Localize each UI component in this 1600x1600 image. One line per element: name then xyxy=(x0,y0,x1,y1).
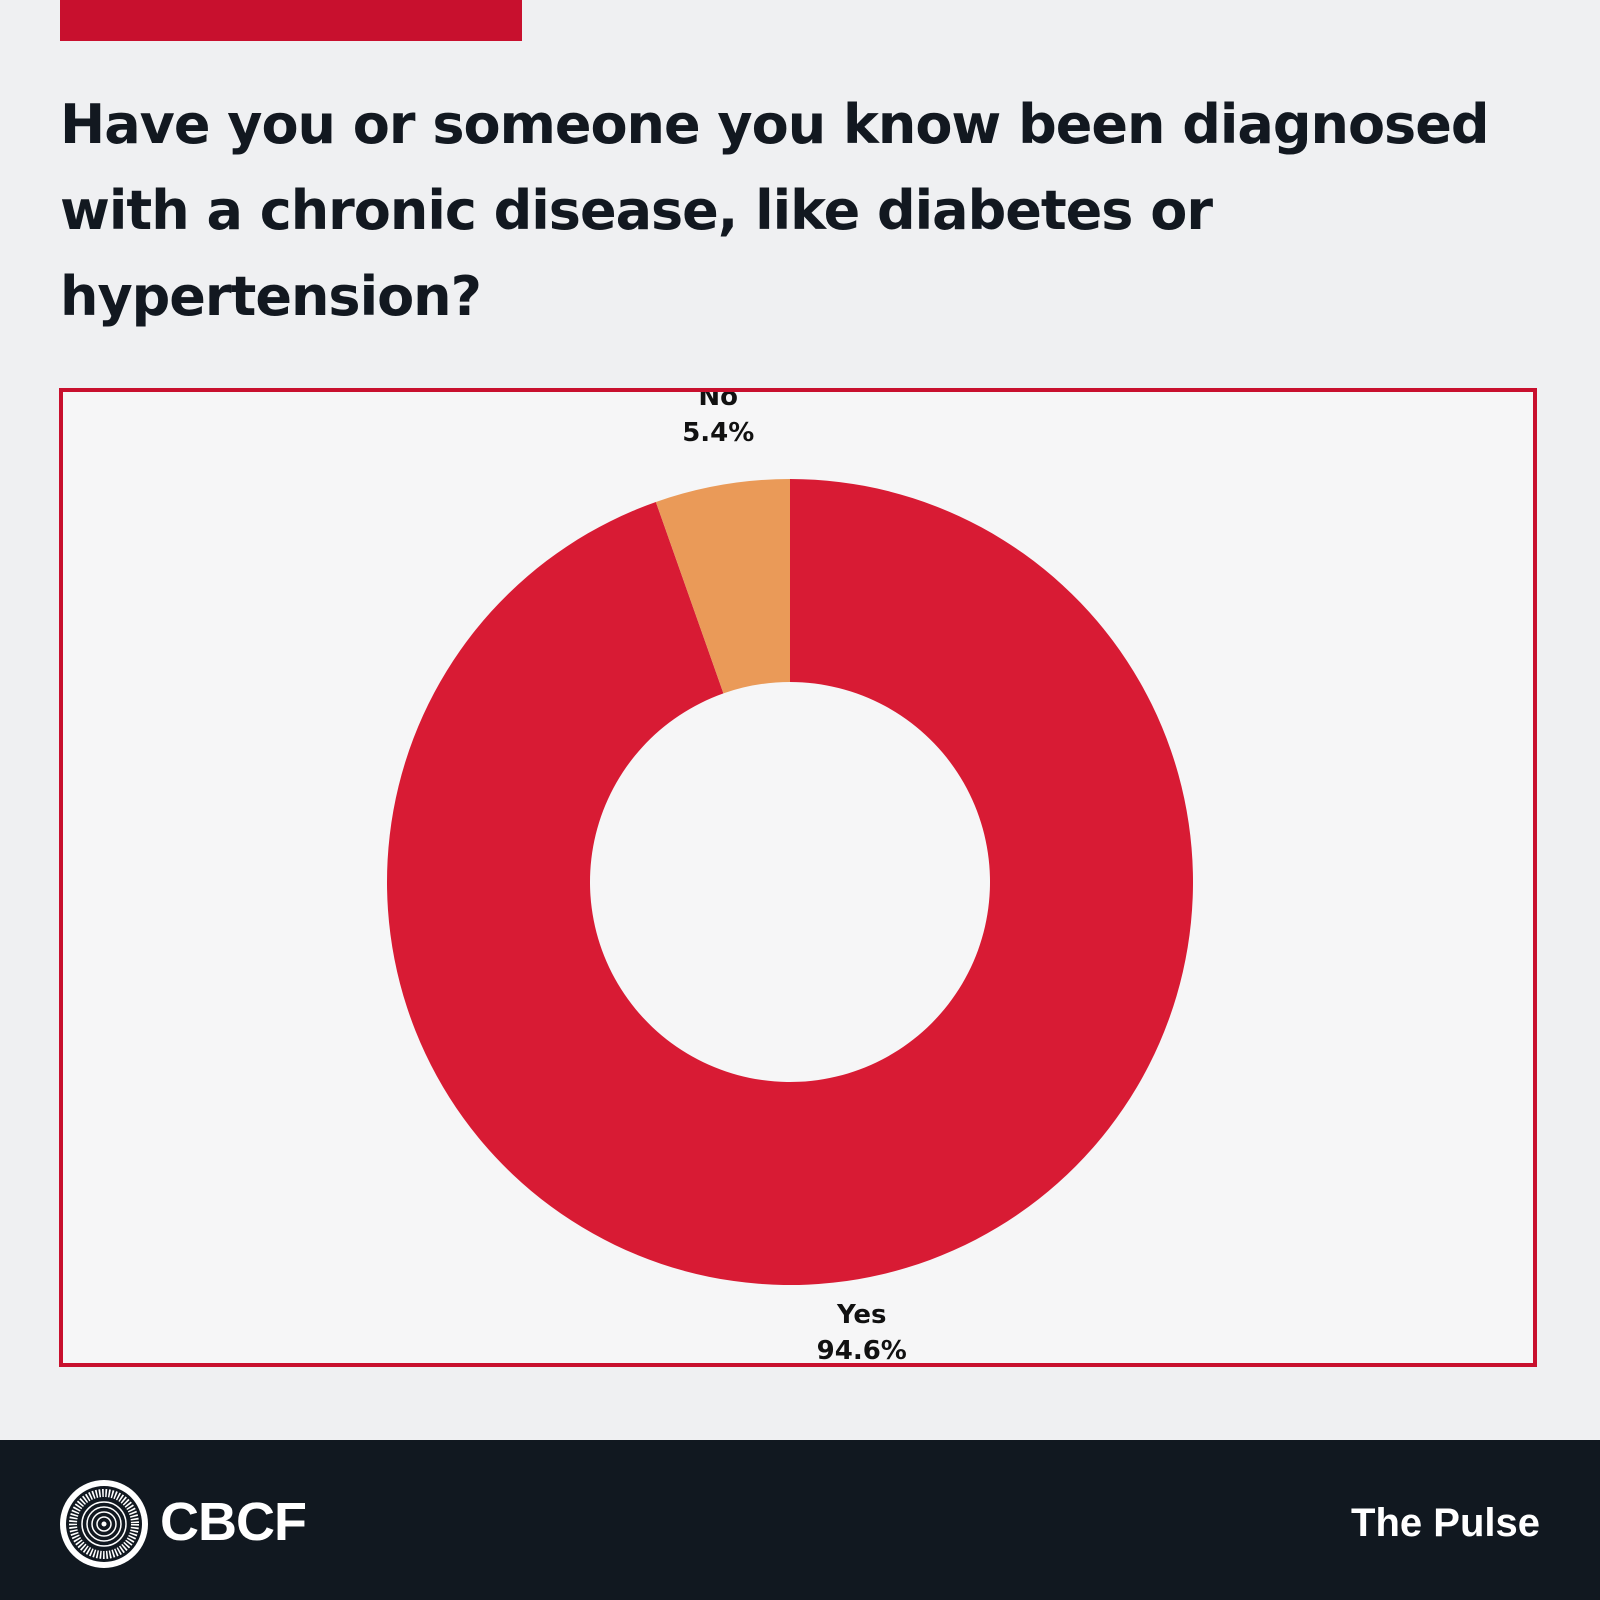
chart-title: Have you or someone you know been diagno… xyxy=(60,93,1489,328)
brand-name: CBCF xyxy=(160,1492,307,1552)
donut-chart: Yes 94.6% No 5.4% xyxy=(386,392,1193,1363)
chart-frame: Yes 94.6% No 5.4% xyxy=(59,388,1537,1367)
slice-label-no: No xyxy=(698,392,738,412)
slice-no xyxy=(655,479,790,694)
slice-yes xyxy=(386,479,1193,1285)
footer-title: The Pulse xyxy=(1351,1501,1540,1545)
cbcf-seal-icon xyxy=(60,1480,148,1568)
accent-bar xyxy=(60,0,522,41)
slice-label-yes: Yes xyxy=(836,1300,887,1330)
slice-labels: Yes 94.6% No 5.4% xyxy=(682,392,907,1363)
footer: CBCF The Pulse xyxy=(0,1440,1600,1600)
slice-value-no: 5.4% xyxy=(682,418,754,448)
donut-slices xyxy=(386,479,1193,1285)
slice-value-yes: 94.6% xyxy=(817,1336,907,1363)
